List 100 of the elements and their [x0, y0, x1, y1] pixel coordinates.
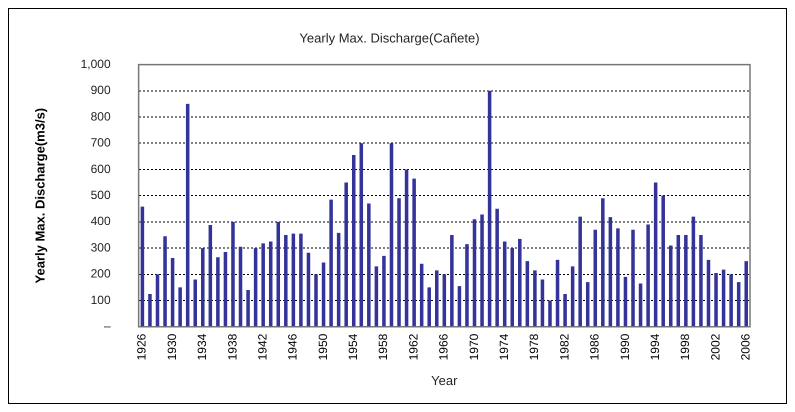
bar: [148, 294, 152, 326]
x-tick-label: 1930: [164, 333, 179, 360]
bar: [314, 274, 318, 326]
y-tick-label: –: [104, 319, 111, 334]
bar: [586, 282, 590, 326]
bar: [638, 283, 642, 326]
y-tick-label: 900: [90, 83, 111, 98]
bar: [216, 257, 220, 326]
x-tick-label: 1934: [195, 333, 210, 360]
bar: [502, 242, 506, 326]
bar: [246, 290, 250, 326]
bar: [458, 286, 462, 326]
bar: [510, 248, 514, 326]
bar: [736, 282, 740, 326]
y-axis-title: Yearly Max. Discharge(m3/s): [32, 108, 48, 284]
x-tick-label: 1950: [316, 333, 330, 360]
x-tick-label: 1978: [527, 333, 542, 360]
x-tick-label: 1970: [466, 333, 481, 360]
x-tick-label: 1938: [225, 333, 240, 360]
bar: [352, 155, 356, 326]
bar: [276, 222, 280, 326]
x-tick-label: 1954: [346, 333, 360, 360]
y-tick-label: 800: [90, 109, 111, 124]
bar: [344, 182, 348, 326]
bar: [427, 287, 431, 326]
bar: [201, 248, 205, 326]
bar: [729, 274, 733, 326]
bar: [397, 198, 401, 326]
bar: [563, 294, 567, 326]
bar: [472, 219, 476, 326]
bar: [367, 204, 371, 326]
bar: [495, 208, 499, 326]
bar: [231, 222, 235, 326]
bar: [322, 262, 326, 326]
bar: [163, 236, 167, 326]
bar: [684, 234, 688, 326]
bar: [624, 276, 628, 326]
bar: [556, 260, 560, 326]
bar: [268, 242, 272, 326]
bar: [299, 234, 303, 326]
bar: [646, 224, 650, 326]
bar: [714, 272, 718, 326]
bar: [676, 234, 680, 326]
x-tick-label: 1998: [678, 333, 692, 360]
y-tick-label: 700: [90, 136, 111, 150]
x-axis-title: Year: [431, 372, 458, 388]
bar: [465, 244, 469, 326]
y-tick-label: 500: [90, 188, 111, 202]
bar: [284, 234, 288, 326]
bar: [261, 243, 265, 326]
bar: [156, 274, 160, 326]
bar: [533, 270, 537, 326]
bar: [208, 225, 212, 326]
y-tick-label: 300: [90, 240, 111, 254]
bar: [631, 230, 635, 326]
bar: [540, 280, 544, 326]
bar: [178, 287, 182, 326]
bar: [518, 238, 522, 326]
chart-title: Yearly Max. Discharge(Cañete): [299, 30, 480, 46]
x-tick-label: 1966: [436, 333, 451, 360]
y-tick-label: 400: [90, 214, 111, 228]
bar: [548, 300, 552, 326]
bar: [601, 198, 605, 326]
bar: [404, 169, 408, 326]
bar: [186, 104, 190, 326]
bar: [292, 234, 296, 326]
bar: [374, 266, 378, 326]
bar: [668, 245, 673, 326]
x-tick-label: 1958: [376, 333, 390, 360]
x-tick-label: 1926: [134, 333, 149, 360]
y-tick-label: 1,000: [80, 56, 111, 71]
x-tick-label: 2006: [738, 333, 753, 360]
bar: [442, 274, 446, 326]
bar: [570, 266, 574, 326]
x-tick-label: 1942: [255, 333, 270, 360]
y-tick-label: 200: [90, 266, 111, 281]
bar: [390, 143, 394, 326]
x-tick-label: 1974: [497, 333, 512, 360]
bar: [329, 200, 333, 326]
bar: [744, 261, 748, 326]
bar: [238, 246, 242, 326]
bar: [706, 260, 710, 326]
bar: [306, 252, 310, 326]
bar: [480, 214, 484, 326]
bar: [488, 90, 492, 326]
bar: [420, 264, 424, 326]
bar: [224, 252, 228, 326]
bar: [336, 232, 340, 326]
x-tick-label: 2002: [708, 333, 722, 360]
bar: [578, 216, 582, 326]
bar: [699, 234, 703, 326]
bar: [526, 261, 530, 326]
bar: [435, 270, 439, 326]
bar: [692, 216, 696, 326]
x-tick-label: 1946: [286, 333, 300, 360]
bar: [382, 256, 386, 326]
bar: [654, 182, 658, 326]
bar: [140, 206, 144, 326]
bar: [722, 270, 726, 326]
y-tick-label: 100: [90, 292, 111, 307]
